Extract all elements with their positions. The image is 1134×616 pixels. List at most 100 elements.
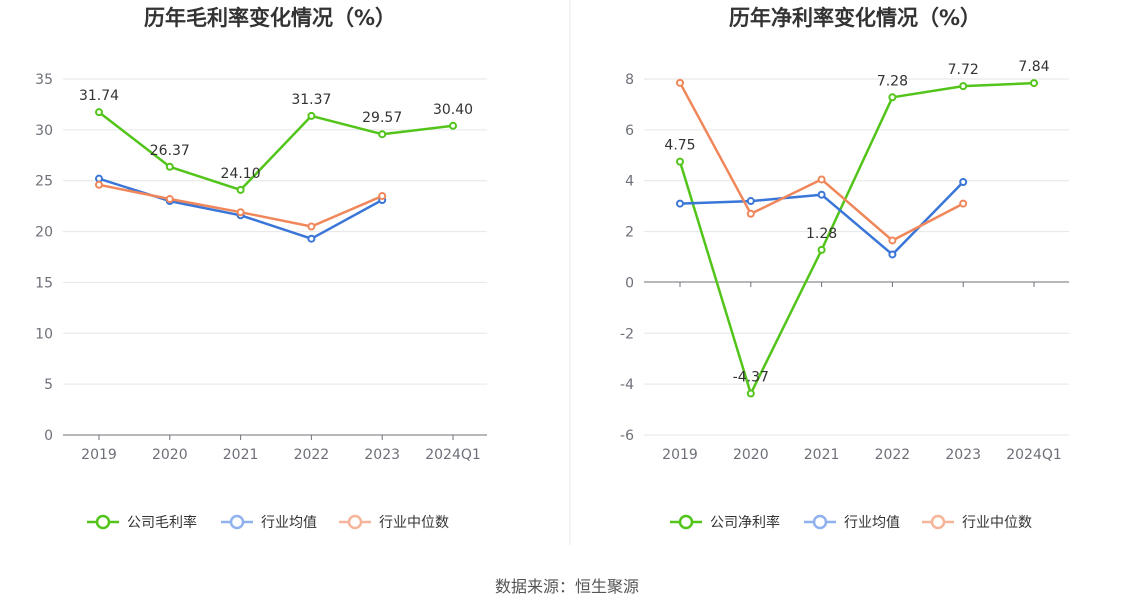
series-1: 31.74 26.37 24.10 31.37 29.57 30.40 [79, 88, 473, 194]
y-tick-label: 15 [35, 275, 53, 291]
data-point [888, 250, 897, 259]
x-tick-label: 2023 [364, 447, 400, 463]
series-line [98, 111, 454, 192]
data-point [307, 234, 316, 243]
data-point [676, 78, 684, 87]
data-point [817, 190, 826, 199]
y-tick-label: 2 [625, 225, 634, 241]
data-label: 7.28 [877, 73, 908, 89]
series-1: 4.75 -4.37 1.28 7.28 7.72 7.84 [664, 59, 1050, 398]
data-point [307, 111, 316, 120]
data-label: 31.74 [79, 88, 119, 104]
data-label: 26.37 [150, 143, 190, 159]
data-label: 31.37 [291, 92, 331, 108]
data-source-note: 数据来源：恒生聚源 [495, 577, 639, 596]
data-point [236, 208, 245, 217]
legend-marker [930, 514, 946, 530]
y-tick-label: 30 [35, 123, 53, 139]
data-point [378, 191, 387, 200]
x-tick-label: 2022 [875, 447, 911, 463]
data-label: 4.75 [664, 138, 695, 154]
x-tick-label: 2024Q1 [425, 447, 481, 463]
data-point [817, 175, 826, 184]
legend-item: 公司净利率 [670, 514, 780, 531]
legend-label: 公司毛利率 [127, 514, 197, 531]
legend-label: 行业均值 [844, 515, 900, 531]
x-tick-label: 2020 [152, 447, 188, 463]
data-point [888, 93, 897, 102]
legend-marker [347, 514, 363, 530]
x-tick-label: 2023 [945, 447, 981, 463]
data-label: 7.84 [1018, 59, 1049, 75]
data-label: 24.10 [221, 166, 261, 182]
x-tick-label: 2019 [81, 447, 117, 463]
legend-item: 行业均值 [804, 514, 900, 531]
y-tick-label: 0 [44, 428, 53, 444]
data-point [236, 185, 245, 194]
x-tick-label: 2022 [294, 447, 330, 463]
y-tick-label: 35 [35, 72, 53, 88]
data-point [746, 389, 755, 398]
legend-marker [95, 514, 111, 530]
chart-1: 历年毛利率变化情况（%） 0 5 10 15 20 25 30 35 2019 2020 2021 20… [35, 6, 487, 531]
series-line [678, 82, 964, 242]
legend-marker [678, 514, 694, 530]
y-tick-label: -4 [620, 377, 634, 393]
data-point [746, 197, 755, 206]
y-tick-label: 4 [625, 174, 634, 190]
data-label: -4.37 [733, 370, 769, 386]
series-2 [676, 177, 968, 259]
x-tick-label: 2019 [662, 447, 698, 463]
legend-label: 行业中位数 [379, 515, 449, 531]
data-point [95, 180, 103, 189]
legend-label: 公司净利率 [710, 514, 780, 531]
data-label: 7.72 [948, 62, 979, 78]
legend: 公司净利率 行业均值 行业中位数 [670, 514, 1032, 531]
y-tick-label: 10 [35, 326, 53, 342]
legend-marker [812, 514, 828, 530]
data-point [449, 121, 457, 130]
chart-title: 历年毛利率变化情况（%） [144, 6, 396, 30]
legend-label: 行业均值 [261, 515, 317, 531]
y-tick-label: 6 [625, 123, 634, 139]
data-point [95, 174, 103, 183]
series-3 [95, 180, 387, 231]
series-3 [676, 78, 968, 245]
y-tick-label: -6 [620, 428, 634, 444]
data-label: 30.40 [433, 102, 473, 118]
data-label: 1.28 [806, 226, 837, 242]
data-point [959, 177, 968, 186]
y-tick-label: 8 [625, 72, 634, 88]
y-tick-label: 5 [44, 377, 53, 393]
data-point [746, 209, 755, 218]
data-point [676, 199, 684, 208]
x-tick-label: 2024Q1 [1006, 447, 1062, 463]
data-point [959, 82, 968, 91]
x-tick-label: 2020 [733, 447, 769, 463]
data-point [888, 236, 897, 245]
legend-item: 行业中位数 [339, 514, 449, 531]
y-tick-label: 20 [35, 225, 53, 241]
data-point [959, 199, 968, 208]
chart-2: 历年净利率变化情况（%） -6 -4 -2 0 2 4 6 8 2019 2020 2021 2022 2… [620, 6, 1069, 531]
y-tick-label: -2 [620, 326, 634, 342]
chart-title: 历年净利率变化情况（%） [729, 6, 981, 30]
x-tick-label: 2021 [804, 447, 840, 463]
series-line [678, 81, 1035, 395]
data-point [165, 195, 174, 204]
y-tick-label: 0 [625, 275, 634, 291]
data-point [165, 162, 174, 171]
data-point [307, 222, 316, 231]
legend-item: 公司毛利率 [87, 514, 197, 531]
x-tick-label: 2021 [223, 447, 259, 463]
y-tick-label: 25 [35, 174, 53, 190]
legend-label: 行业中位数 [962, 515, 1032, 531]
data-point [95, 108, 103, 117]
data-point [817, 245, 826, 254]
data-point [1030, 79, 1038, 88]
data-point [676, 157, 684, 166]
legend: 公司毛利率 行业均值 行业中位数 [87, 514, 449, 531]
data-point [378, 130, 387, 139]
legend-item: 行业中位数 [922, 514, 1032, 531]
